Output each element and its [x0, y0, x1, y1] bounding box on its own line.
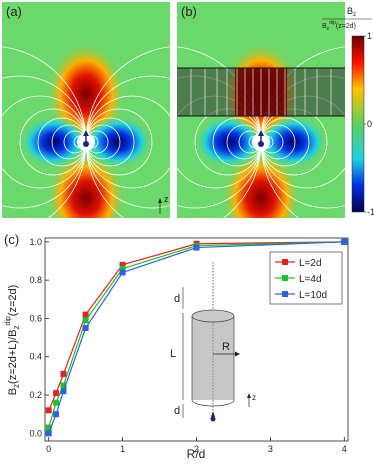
data-point — [53, 411, 60, 418]
legend-label: L=4d — [299, 274, 322, 285]
panel-label: (c) — [4, 232, 19, 247]
y-tick-label: 0.6 — [29, 313, 42, 323]
inset-label: z — [252, 393, 256, 402]
x-tick-label: 0 — [46, 444, 51, 454]
colorbar-scale — [351, 35, 365, 213]
text: z — [327, 26, 330, 32]
colorbar-tick-label: 0 — [367, 119, 372, 129]
text: dip — [5, 316, 12, 325]
colorbar-numerator: Bz — [347, 6, 356, 18]
data-point — [119, 265, 126, 272]
x-axis-label: R/d — [187, 447, 206, 461]
axis-arrow-head — [158, 198, 162, 203]
colorbar: Bz Bzdip(z=2d) — [322, 6, 372, 213]
chart-c: (c) R/d Bz(z=2d+L)/Bzdip(z=2d) 0 1 2 3 40.00… — [4, 232, 349, 461]
legend-label: L=2d — [299, 258, 322, 269]
colorbar-tick-label: -1 — [367, 207, 374, 217]
text: B — [322, 23, 327, 30]
y-tick-label: 0.2 — [29, 390, 42, 400]
data-point — [53, 399, 60, 406]
data-point — [119, 269, 126, 276]
panel-label: (b) — [181, 4, 197, 19]
text: (z=2d) — [7, 285, 19, 317]
x-tick-label: 3 — [268, 444, 273, 454]
legend-marker — [282, 275, 288, 281]
inset — [182, 262, 251, 422]
data-point — [341, 238, 348, 245]
colorbar-denominator: Bzdip(z=2d) — [322, 20, 356, 32]
data-point — [82, 325, 89, 332]
data-point — [82, 311, 89, 318]
text: (z=2d) — [336, 23, 356, 30]
data-point — [45, 430, 52, 437]
x-tick-label: 4 — [342, 444, 347, 454]
field-lines — [190, 68, 332, 116]
data-point — [60, 382, 67, 389]
data-point — [45, 407, 52, 414]
text: B — [347, 6, 353, 16]
y-tick-label: 1.0 — [29, 237, 42, 247]
panel-label: (a) — [6, 4, 22, 19]
x-tick-label: 1 — [120, 444, 125, 454]
panel-a: (a) z — [0, 2, 278, 246]
y-axis-label: Bz(z=2d+L)/Bzdip(z=2d) — [5, 285, 21, 396]
data-point — [53, 390, 60, 397]
inset-label: d — [174, 405, 180, 417]
y-tick-label: 0.8 — [29, 275, 42, 285]
data-point — [82, 317, 89, 324]
text: B — [7, 388, 19, 395]
text: z — [353, 12, 356, 18]
text: z — [12, 326, 21, 330]
axis-label: z — [164, 194, 169, 204]
panel-b: (b) — [69, 2, 374, 246]
y-tick-label: 0.4 — [29, 352, 42, 362]
inset-label: d — [174, 293, 180, 305]
inset-label: R — [222, 341, 230, 353]
text: z — [12, 384, 21, 388]
data-point — [193, 244, 200, 251]
data-point — [60, 388, 67, 395]
data-point — [60, 370, 67, 377]
text: dip — [329, 20, 336, 26]
legend-label: L=10d — [299, 290, 327, 301]
y-tick-label: 0.0 — [29, 428, 42, 438]
data-point — [45, 424, 52, 431]
legend-marker — [282, 259, 288, 265]
data-point — [119, 261, 126, 268]
text: (z=2d+L)/B — [7, 330, 19, 384]
colorbar-tick-label: 1 — [367, 31, 372, 41]
x-tick-label: 2 — [194, 444, 199, 454]
legend-marker — [282, 291, 288, 297]
inset-label: L — [170, 348, 176, 360]
